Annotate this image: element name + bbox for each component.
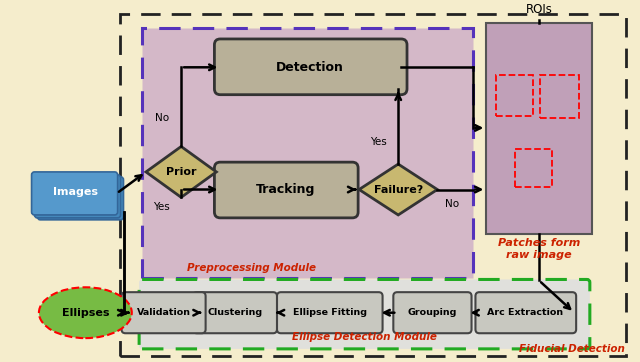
FancyBboxPatch shape <box>277 292 383 333</box>
Text: Prior: Prior <box>166 167 196 177</box>
FancyBboxPatch shape <box>476 292 576 333</box>
Text: No: No <box>154 113 169 123</box>
FancyBboxPatch shape <box>142 28 472 278</box>
Bar <box>540 75 579 118</box>
Text: Ellipse Detection Module: Ellipse Detection Module <box>292 332 436 342</box>
Text: Arc Extraction: Arc Extraction <box>487 308 563 317</box>
Text: Yes: Yes <box>370 138 387 147</box>
FancyBboxPatch shape <box>31 172 118 215</box>
FancyBboxPatch shape <box>394 292 472 333</box>
Text: Preprocessing Module: Preprocessing Module <box>187 262 316 273</box>
Text: Ellipses: Ellipses <box>61 308 109 318</box>
Text: Grouping: Grouping <box>408 308 457 317</box>
Bar <box>515 150 552 186</box>
Text: Patches form
raw image: Patches form raw image <box>498 239 580 260</box>
Polygon shape <box>146 147 216 197</box>
FancyBboxPatch shape <box>122 292 205 333</box>
FancyBboxPatch shape <box>120 13 626 356</box>
Text: Clustering: Clustering <box>207 308 262 317</box>
Ellipse shape <box>39 287 132 338</box>
Bar <box>486 23 592 233</box>
FancyBboxPatch shape <box>38 177 124 220</box>
FancyBboxPatch shape <box>35 175 120 218</box>
Text: Tracking: Tracking <box>256 183 316 196</box>
Text: Detection: Detection <box>276 61 344 74</box>
Text: Yes: Yes <box>153 202 170 212</box>
Text: Failure?: Failure? <box>374 185 423 194</box>
Text: Validation: Validation <box>136 308 191 317</box>
Text: Images: Images <box>53 188 98 197</box>
Bar <box>496 75 533 116</box>
Text: Ellipse Fitting: Ellipse Fitting <box>292 308 367 317</box>
FancyBboxPatch shape <box>214 162 358 218</box>
FancyBboxPatch shape <box>214 39 407 95</box>
FancyBboxPatch shape <box>193 292 277 333</box>
Text: ROIs: ROIs <box>525 4 552 16</box>
FancyBboxPatch shape <box>139 279 590 349</box>
Text: No: No <box>445 199 460 209</box>
Text: Fiducial Detection: Fiducial Detection <box>519 344 625 354</box>
Polygon shape <box>359 164 437 215</box>
